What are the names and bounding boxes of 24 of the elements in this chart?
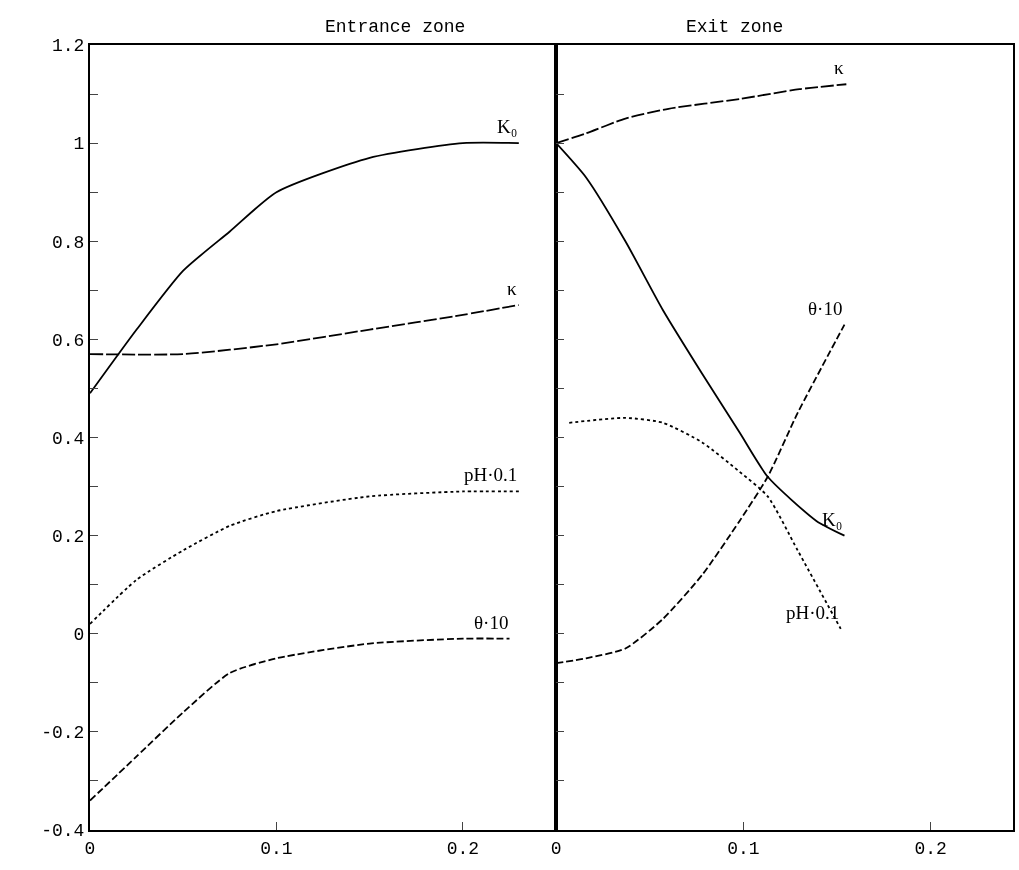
y-tick-label: -0.4 <box>41 821 85 842</box>
x-tick-label: 0.1 <box>727 838 760 859</box>
chart-title: Exit zone <box>686 17 784 37</box>
y-tick-label: 0.4 <box>51 428 85 449</box>
y-tick-label: 1.2 <box>51 36 85 57</box>
series-label: pH·0.1 <box>464 464 518 485</box>
y-tick-label: -0.2 <box>41 723 85 744</box>
y-tick-label: 0 <box>73 625 85 646</box>
y-tick-label: 0.2 <box>51 526 85 547</box>
x-tick-label: 0.1 <box>260 838 293 859</box>
y-tick-label: 0.8 <box>51 232 85 253</box>
x-tick-label: 0 <box>550 838 562 859</box>
y-tick-label: 0.6 <box>51 330 85 351</box>
series-label: K₀ <box>822 509 843 530</box>
series-label: κ <box>507 278 517 299</box>
series-label: K₀ <box>497 116 518 137</box>
x-tick-label: 0.2 <box>914 838 947 859</box>
series-label: θ·10 <box>474 612 509 633</box>
y-tick-label: 1 <box>73 134 85 155</box>
series-label: κ <box>834 57 844 78</box>
series-label: pH·0.1 <box>786 602 840 623</box>
x-tick-label: 0.2 <box>446 838 480 859</box>
chart-title: Entrance zone <box>325 17 466 37</box>
series-label: θ·10 <box>808 298 843 319</box>
